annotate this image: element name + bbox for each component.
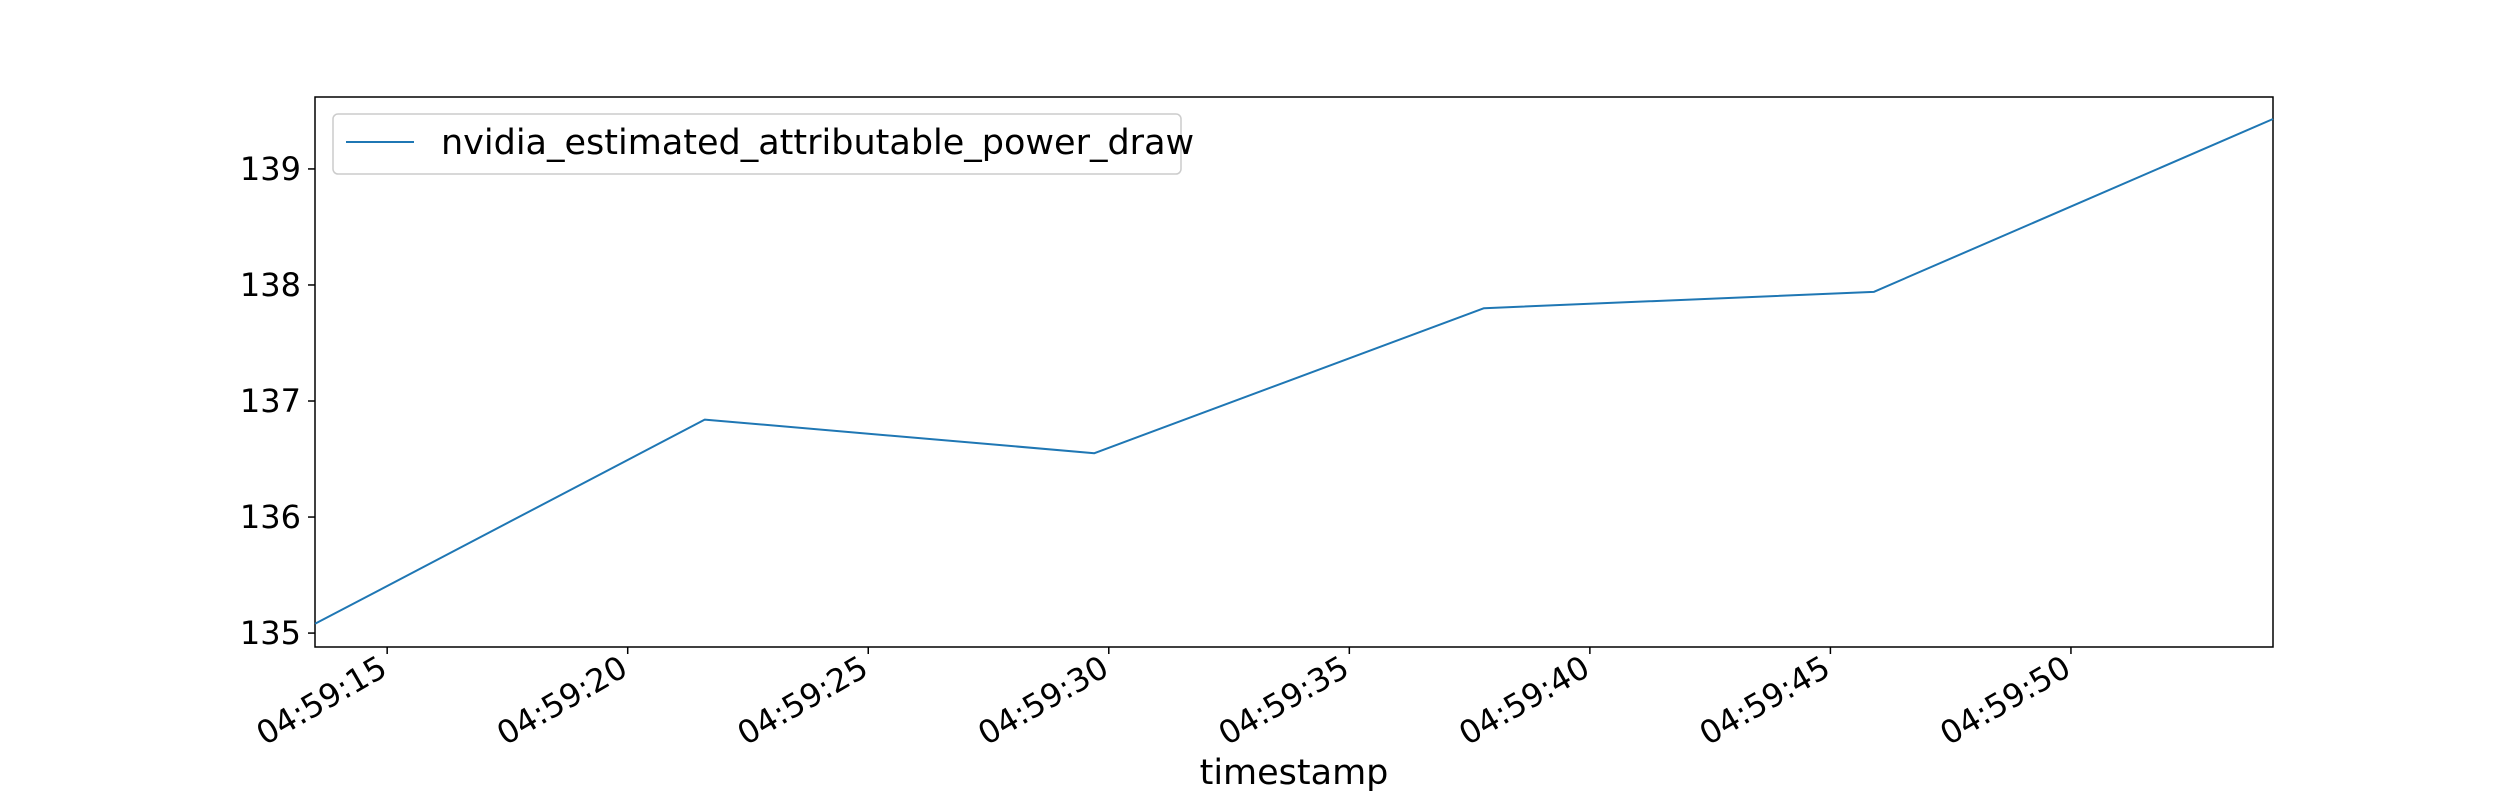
x-tick-label: 04:59:20 xyxy=(490,648,633,753)
legend-box xyxy=(332,113,1182,175)
y-tick-label: 137 xyxy=(240,382,301,420)
legend: nvidia_estimated_attributable_power_draw xyxy=(332,113,1194,175)
x-tick-label: 04:59:40 xyxy=(1452,648,1595,753)
x-tick-label: 04:59:35 xyxy=(1212,648,1355,753)
y-tick-label: 136 xyxy=(240,498,301,536)
y-axis: 135 136 137 138 139 xyxy=(240,150,315,652)
y-tick-label: 138 xyxy=(240,266,301,304)
series-line-0 xyxy=(314,118,2274,625)
x-tick-label: 04:59:45 xyxy=(1693,648,1836,753)
x-axis-title: timestamp xyxy=(1200,753,1389,793)
x-tick-label: 04:59:50 xyxy=(1933,648,2076,753)
x-tick-label: 04:59:30 xyxy=(971,648,1114,753)
x-tick-label: 04:59:15 xyxy=(250,648,393,753)
legend-label: nvidia_estimated_attributable_power_draw xyxy=(441,123,1194,163)
y-tick-label: 139 xyxy=(240,150,301,188)
y-tick-label: 135 xyxy=(240,614,301,652)
series-layer xyxy=(314,118,2274,625)
x-axis: 04:59:15 04:59:20 04:59:25 04:59:30 04:59:35… xyxy=(250,647,2077,753)
x-tick-label: 04:59:25 xyxy=(731,648,874,753)
plot-area-frame xyxy=(314,96,2274,648)
